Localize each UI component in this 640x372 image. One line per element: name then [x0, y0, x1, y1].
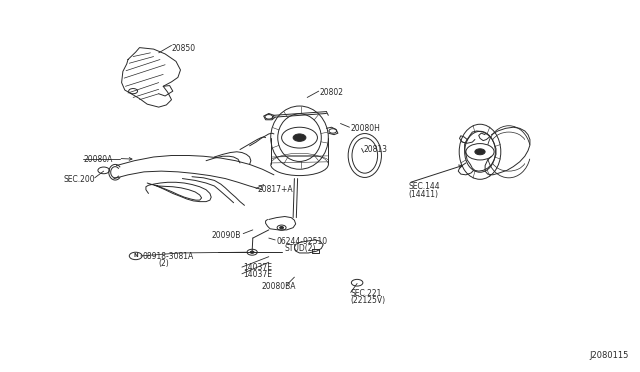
- Text: N: N: [133, 253, 138, 259]
- Text: (22125V): (22125V): [351, 296, 386, 305]
- Circle shape: [293, 134, 306, 141]
- Text: 20080H: 20080H: [351, 124, 381, 133]
- Text: 20090B: 20090B: [211, 231, 241, 240]
- Text: 20802: 20802: [320, 88, 344, 97]
- Circle shape: [250, 251, 254, 253]
- Text: 20080A: 20080A: [83, 155, 113, 164]
- Text: SEC.221: SEC.221: [351, 289, 382, 298]
- Text: SEC.200: SEC.200: [64, 175, 95, 184]
- Circle shape: [475, 149, 485, 155]
- Text: SEC.144: SEC.144: [408, 182, 440, 191]
- Text: 20813: 20813: [364, 145, 388, 154]
- Text: J2080115: J2080115: [589, 351, 628, 360]
- Text: 14037E: 14037E: [243, 270, 272, 279]
- Text: STUD(2): STUD(2): [284, 244, 316, 253]
- Circle shape: [280, 227, 284, 229]
- Text: 20850: 20850: [172, 44, 196, 53]
- Text: 06244-92510: 06244-92510: [276, 237, 328, 246]
- Text: 20080BA: 20080BA: [261, 282, 296, 291]
- Text: (14411): (14411): [408, 190, 438, 199]
- Text: (2): (2): [159, 259, 170, 268]
- Text: 14037E: 14037E: [243, 263, 272, 272]
- Text: 08918-3081A: 08918-3081A: [142, 252, 193, 261]
- Text: 20817+A: 20817+A: [257, 185, 293, 194]
